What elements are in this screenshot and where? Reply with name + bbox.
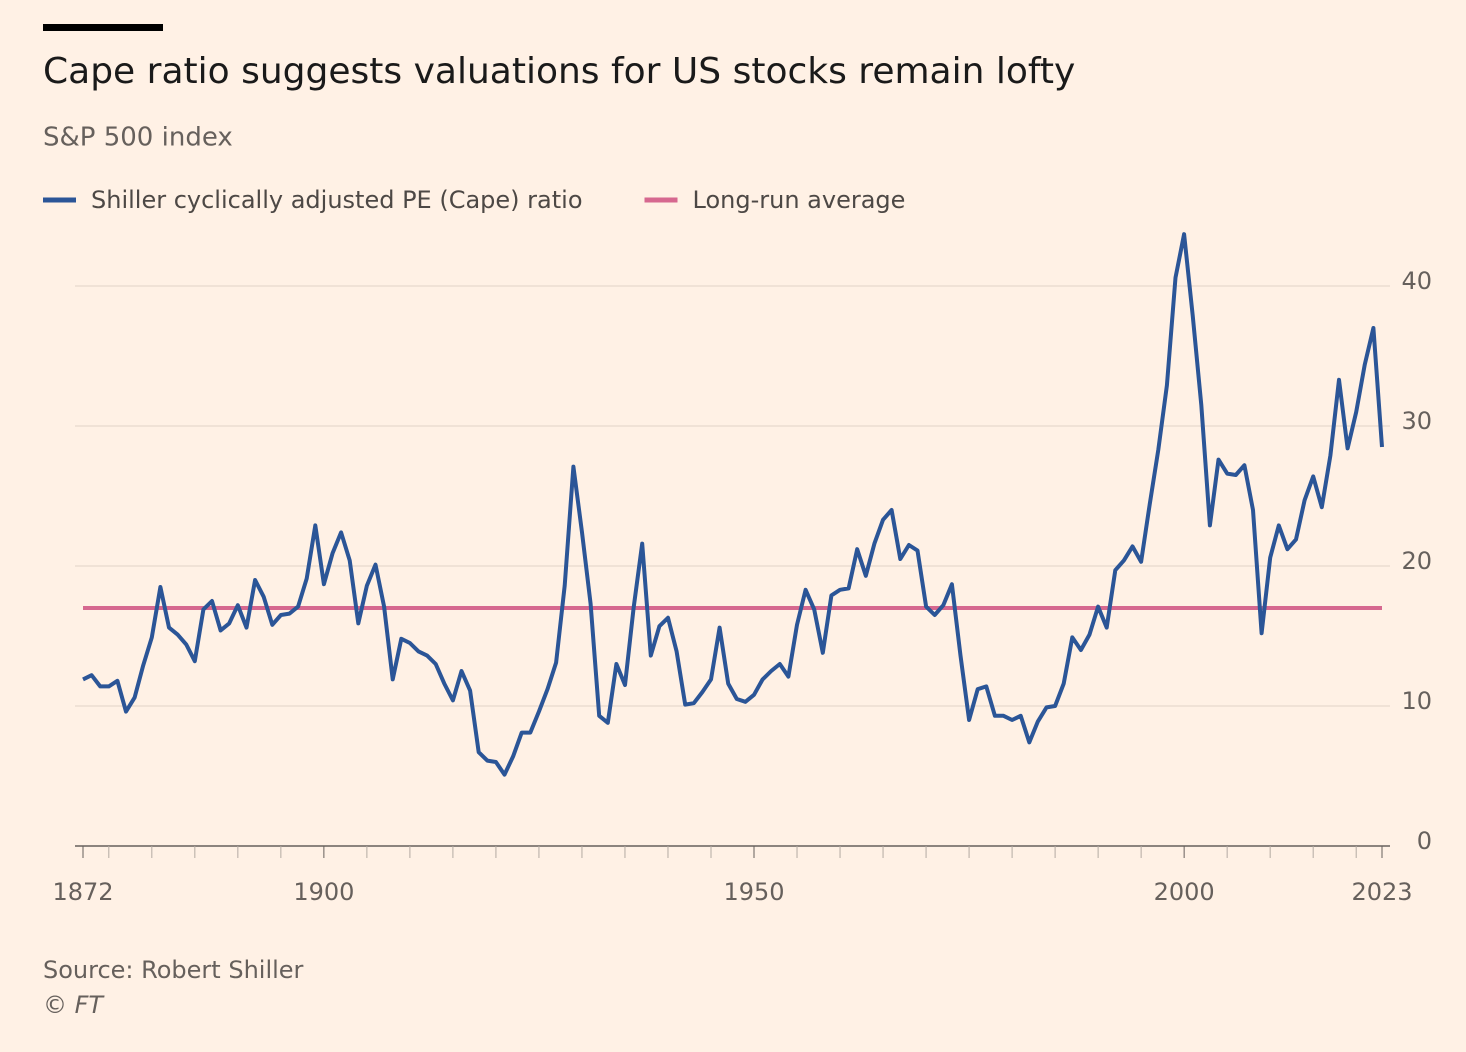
y-tick-label: 10 [1401, 687, 1432, 715]
x-tick-label: 1872 [52, 878, 113, 906]
y-tick-label: 0 [1417, 827, 1432, 855]
chart-title: Cape ratio suggests valuations for US st… [43, 51, 1075, 92]
source: Source: Robert Shiller [43, 956, 304, 984]
legend-label: Long-run average [693, 186, 906, 214]
x-tick-label: 2000 [1154, 878, 1215, 906]
credit: © FT [43, 991, 105, 1019]
series-line [82, 232, 1384, 777]
x-tick-label: 1950 [723, 878, 784, 906]
chart-subtitle: S&P 500 index [43, 123, 233, 153]
y-tick-label: 30 [1401, 407, 1432, 435]
x-tick-label: 2023 [1351, 878, 1412, 906]
y-tick-label: 40 [1401, 267, 1432, 295]
legend-label: Shiller cyclically adjusted PE (Cape) ra… [91, 186, 583, 214]
x-tick-label: 1900 [293, 878, 354, 906]
title-bar [43, 24, 163, 31]
y-tick-label: 20 [1401, 547, 1432, 575]
